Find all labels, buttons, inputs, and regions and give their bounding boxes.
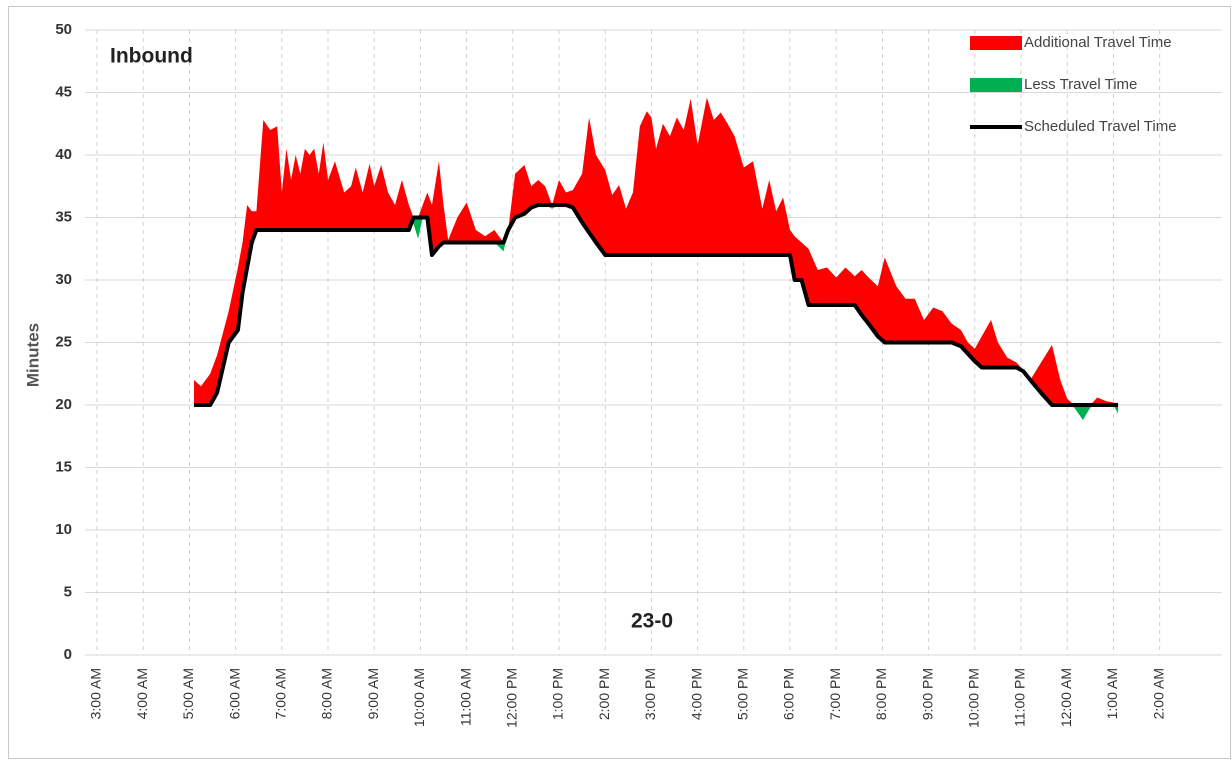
x-tick-label: 12:00 PM bbox=[504, 668, 520, 728]
legend-label: Additional Travel Time bbox=[1024, 34, 1172, 51]
x-tick-label: 11:00 AM bbox=[457, 668, 473, 726]
x-tick-label: 7:00 AM bbox=[273, 668, 289, 719]
legend-label: Scheduled Travel Time bbox=[1024, 118, 1177, 135]
legend-swatch bbox=[970, 78, 1022, 92]
x-tick-label: 12:00 AM bbox=[1058, 668, 1074, 727]
x-tick-label: 8:00 AM bbox=[319, 668, 335, 719]
x-tick-label: 8:00 PM bbox=[873, 668, 889, 720]
x-tick-label: 6:00 AM bbox=[226, 668, 242, 719]
x-tick-label: 3:00 AM bbox=[88, 668, 104, 719]
x-tick-label: 4:00 PM bbox=[688, 668, 704, 720]
x-tick-label: 2:00 PM bbox=[596, 668, 612, 720]
x-tick-label: 5:00 PM bbox=[735, 668, 751, 720]
y-tick-label: 5 bbox=[64, 583, 72, 600]
legend-swatch bbox=[970, 36, 1022, 50]
plot bbox=[194, 97, 1119, 420]
x-tick-label: 1:00 PM bbox=[550, 668, 566, 720]
x-tick-label: 4:00 AM bbox=[134, 668, 150, 719]
y-tick-label: 20 bbox=[55, 396, 72, 413]
legend-label: Less Travel Time bbox=[1024, 76, 1137, 93]
x-tick-label: 6:00 PM bbox=[781, 668, 797, 720]
y-tick-label: 15 bbox=[55, 458, 72, 475]
y-tick-label: 50 bbox=[55, 21, 72, 38]
scheduled-line bbox=[194, 203, 1119, 407]
x-tick-label: 10:00 PM bbox=[966, 668, 982, 728]
y-tick-label: 10 bbox=[55, 521, 72, 538]
y-tick-label: 45 bbox=[55, 83, 72, 100]
additional-area bbox=[194, 97, 1119, 405]
x-tick-label: 9:00 PM bbox=[919, 668, 935, 720]
legend: Additional Travel Time Less Travel Time Sc… bbox=[970, 34, 1177, 135]
x-tick-label: 10:00 AM bbox=[411, 668, 427, 727]
y-axis-label: Minutes bbox=[23, 323, 42, 387]
x-tick-label: 7:00 PM bbox=[827, 668, 843, 720]
y-tick-label: 25 bbox=[55, 333, 72, 350]
x-tick-label: 3:00 PM bbox=[642, 668, 658, 720]
chart-title: Inbound bbox=[110, 45, 193, 68]
x-tick-label: 1:00 AM bbox=[1104, 668, 1120, 719]
x-tick-label: 2:00 AM bbox=[1150, 668, 1166, 719]
y-tick-label: 0 bbox=[64, 646, 72, 663]
x-tick-label: 11:00 PM bbox=[1012, 668, 1028, 727]
y-tick-label: 35 bbox=[55, 208, 72, 225]
x-tick-label: 9:00 AM bbox=[365, 668, 381, 719]
y-tick-label: 40 bbox=[55, 146, 72, 163]
labels: 0 5 10 15 20 25 30 35 40 45 50 3:00 AM 4:00 AM 5:00 A… bbox=[55, 21, 1166, 728]
x-tick-label: 5:00 AM bbox=[180, 668, 196, 719]
annotation: 23-0 bbox=[631, 610, 673, 633]
y-tick-label: 30 bbox=[55, 271, 72, 288]
